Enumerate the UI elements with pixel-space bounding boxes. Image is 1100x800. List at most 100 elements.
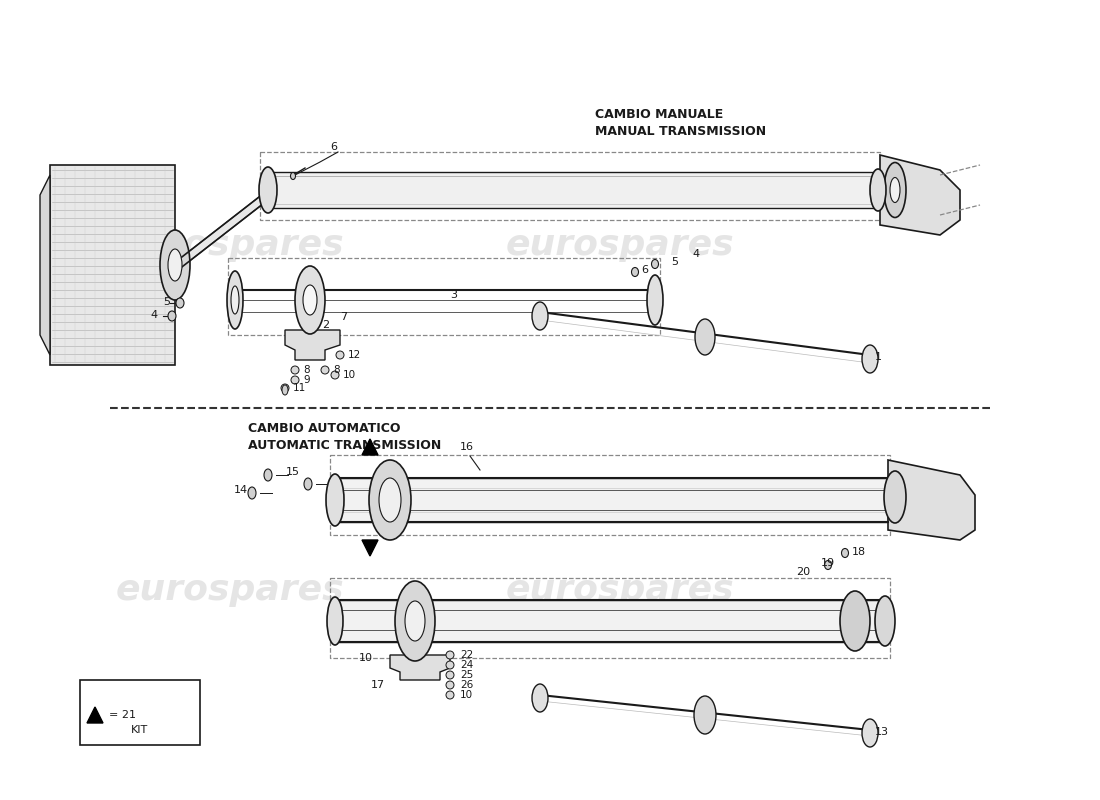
Polygon shape	[285, 330, 340, 360]
Ellipse shape	[327, 597, 343, 645]
Text: 10: 10	[343, 370, 356, 380]
Ellipse shape	[292, 366, 299, 374]
Ellipse shape	[290, 173, 296, 179]
Ellipse shape	[331, 371, 339, 379]
Ellipse shape	[825, 561, 832, 570]
Ellipse shape	[651, 259, 659, 269]
Text: 8: 8	[302, 365, 309, 375]
Ellipse shape	[874, 596, 895, 646]
Text: 22: 22	[460, 650, 473, 660]
Ellipse shape	[168, 249, 182, 281]
Ellipse shape	[326, 474, 344, 526]
Ellipse shape	[695, 319, 715, 355]
Ellipse shape	[446, 681, 454, 689]
Text: eurospares: eurospares	[116, 228, 344, 262]
Text: 10: 10	[359, 653, 373, 663]
Text: 16: 16	[460, 442, 474, 452]
Text: 3: 3	[450, 290, 456, 300]
Text: 2: 2	[322, 320, 329, 330]
Ellipse shape	[176, 298, 184, 308]
Text: CAMBIO MANUALE
MANUAL TRANSMISSION: CAMBIO MANUALE MANUAL TRANSMISSION	[595, 108, 766, 138]
Ellipse shape	[870, 169, 886, 211]
Text: 4: 4	[693, 249, 700, 259]
Ellipse shape	[395, 581, 434, 661]
Ellipse shape	[862, 719, 878, 747]
Bar	[80, 680, 200, 745]
Text: 15: 15	[286, 467, 300, 477]
Polygon shape	[390, 655, 450, 680]
Ellipse shape	[842, 549, 848, 558]
Text: = 21: = 21	[109, 710, 136, 720]
Text: eurospares: eurospares	[116, 573, 344, 607]
Text: 25: 25	[460, 670, 473, 680]
Polygon shape	[362, 540, 378, 556]
Ellipse shape	[302, 285, 317, 315]
Text: 4: 4	[151, 310, 158, 320]
Text: 9: 9	[302, 375, 309, 385]
Text: 17: 17	[371, 680, 385, 690]
Text: 26: 26	[460, 680, 473, 690]
Text: eurospares: eurospares	[506, 573, 735, 607]
Ellipse shape	[292, 376, 299, 384]
Ellipse shape	[231, 286, 239, 314]
Text: 19: 19	[821, 558, 835, 568]
Text: 13: 13	[874, 727, 889, 737]
Ellipse shape	[631, 267, 638, 277]
Text: 10: 10	[460, 690, 473, 700]
Ellipse shape	[336, 351, 344, 359]
Text: 12: 12	[348, 350, 361, 360]
Ellipse shape	[168, 311, 176, 321]
Text: 14: 14	[234, 485, 248, 495]
Text: 8: 8	[333, 365, 340, 375]
Polygon shape	[87, 707, 103, 723]
Ellipse shape	[890, 178, 900, 202]
Ellipse shape	[647, 275, 663, 325]
Ellipse shape	[884, 471, 906, 523]
Text: 20: 20	[796, 567, 810, 577]
Ellipse shape	[446, 671, 454, 679]
Ellipse shape	[840, 591, 870, 651]
Ellipse shape	[694, 696, 716, 734]
Polygon shape	[40, 175, 49, 355]
Ellipse shape	[227, 271, 243, 329]
Polygon shape	[332, 478, 888, 522]
Text: 1: 1	[874, 352, 882, 362]
Ellipse shape	[884, 162, 906, 218]
Ellipse shape	[264, 469, 272, 481]
Ellipse shape	[160, 230, 190, 300]
Text: 6: 6	[641, 265, 648, 275]
Ellipse shape	[282, 385, 288, 395]
Text: eurospares: eurospares	[506, 228, 735, 262]
Ellipse shape	[405, 601, 425, 641]
Text: 5: 5	[163, 297, 170, 307]
Polygon shape	[888, 460, 975, 540]
Polygon shape	[268, 172, 878, 208]
Text: 24: 24	[460, 660, 473, 670]
Text: 18: 18	[852, 547, 866, 557]
Polygon shape	[332, 600, 888, 642]
Ellipse shape	[321, 366, 329, 374]
Polygon shape	[880, 155, 960, 235]
Text: CAMBIO AUTOMATICO
AUTOMATIC TRANSMISSION: CAMBIO AUTOMATICO AUTOMATIC TRANSMISSION	[248, 422, 441, 452]
Ellipse shape	[532, 684, 548, 712]
Polygon shape	[362, 439, 378, 455]
Ellipse shape	[862, 345, 878, 373]
Ellipse shape	[368, 460, 411, 540]
Text: 11: 11	[293, 383, 306, 393]
Ellipse shape	[280, 384, 289, 392]
Ellipse shape	[532, 302, 548, 330]
Ellipse shape	[258, 167, 277, 213]
Text: 5: 5	[671, 257, 678, 267]
Text: 7: 7	[340, 312, 348, 322]
Ellipse shape	[446, 691, 454, 699]
Polygon shape	[178, 190, 268, 270]
Bar	[50, 165, 175, 365]
Ellipse shape	[295, 266, 324, 334]
Text: KIT: KIT	[131, 725, 149, 735]
Text: 6: 6	[330, 142, 337, 152]
Ellipse shape	[248, 487, 256, 499]
Ellipse shape	[304, 478, 312, 490]
Ellipse shape	[379, 478, 401, 522]
Ellipse shape	[446, 651, 454, 659]
Ellipse shape	[446, 661, 454, 669]
